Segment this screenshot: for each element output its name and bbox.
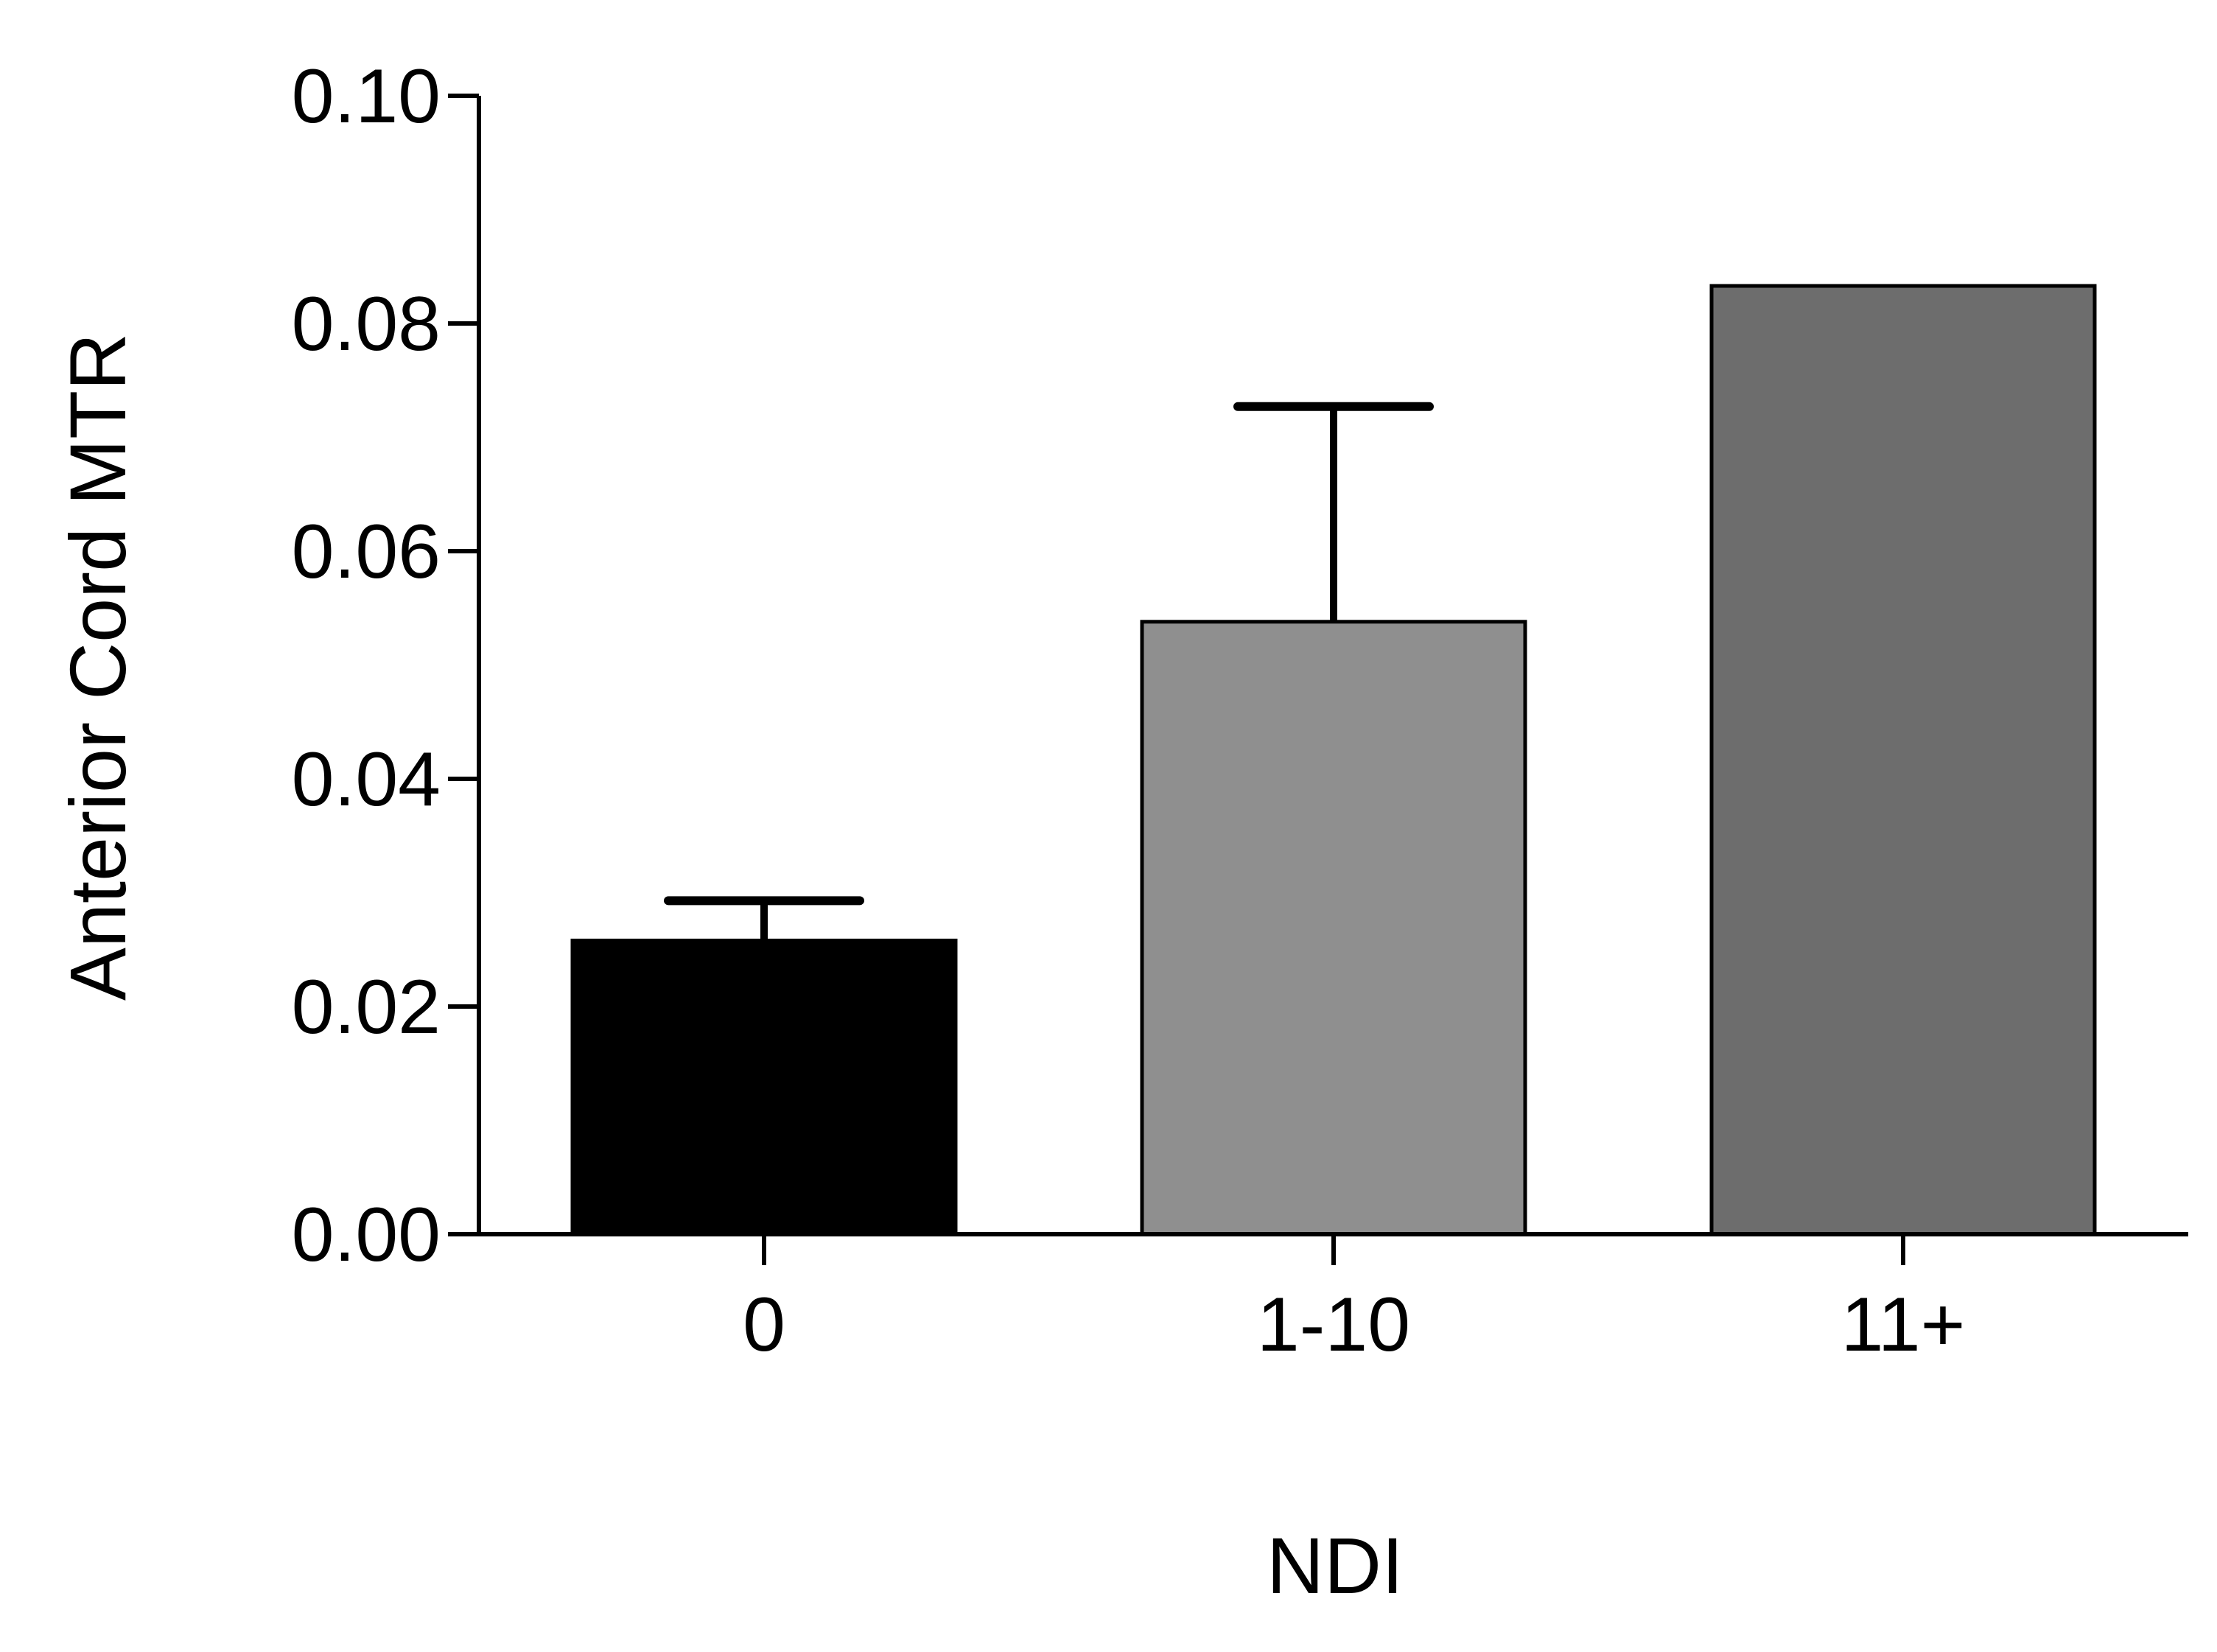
y-tick-label-4: 0.08 [292, 281, 441, 367]
y-tick-label-3: 0.06 [292, 509, 441, 595]
y-tick-label-0: 0.00 [292, 1192, 441, 1278]
y-tick-label-1: 0.02 [292, 965, 441, 1050]
x-tick-label-1: 1-10 [1257, 1282, 1410, 1368]
bar-0 [570, 938, 958, 1236]
x-ticks-group: 0 1-10 11+ [743, 1234, 1965, 1368]
x-tick-label-0: 0 [743, 1282, 785, 1368]
error-bars-group [664, 402, 1434, 941]
y-tick-label-2: 0.04 [292, 737, 441, 822]
x-tick-label-2: 11+ [1841, 1282, 1966, 1368]
y-axis-title: Anterior Cord MTR [53, 333, 142, 1001]
bars-group [570, 284, 2097, 1236]
x-axis-title: NDI [1267, 1521, 1404, 1610]
y-ticks-group: 0.00 0.02 0.04 0.06 0.08 0.10 [292, 54, 479, 1278]
axes-group [448, 96, 2188, 1236]
y-tick-label-5: 0.10 [292, 54, 441, 139]
bar-1 [1140, 620, 1527, 1236]
bar-2 [1709, 284, 2097, 1236]
